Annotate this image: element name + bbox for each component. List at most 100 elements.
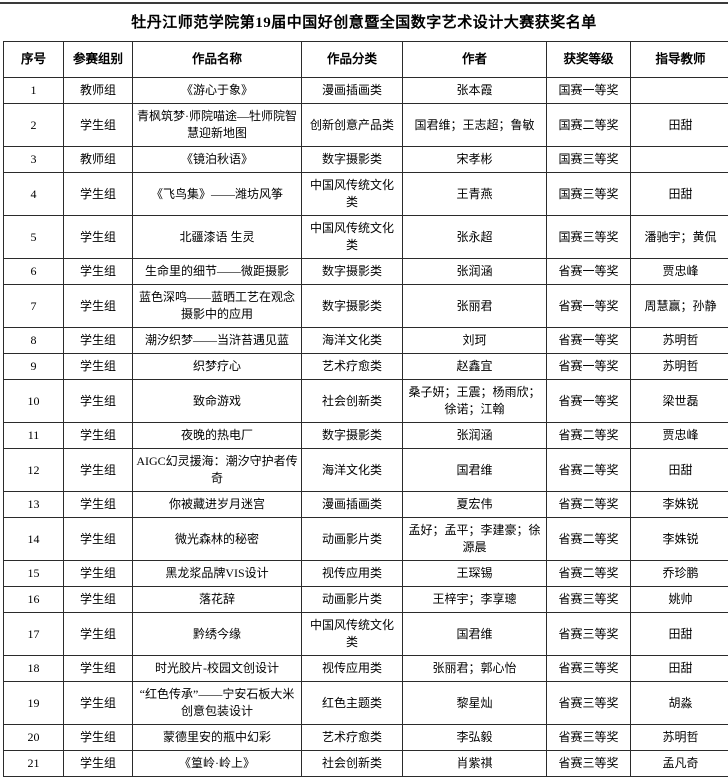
cell-no: 16 [3, 586, 64, 613]
cell-award: 省赛一等奖 [546, 258, 631, 285]
cell-no: 3 [3, 146, 64, 173]
top-divider [0, 2, 728, 4]
table-row: 13 学生组 你被藏进岁月迷宫 漫画插画类 夏宏伟 省赛二等奖 李姝锐 [3, 491, 728, 518]
cell-category: 海洋文化类 [301, 327, 403, 354]
cell-advisor: 苏明哲 [630, 724, 728, 751]
cell-group: 学生组 [63, 586, 133, 613]
cell-advisor: 贾忠峰 [630, 422, 728, 449]
cell-category: 中国风传统文化类 [301, 172, 403, 216]
cell-no: 11 [3, 422, 64, 449]
cell-group: 学生组 [63, 724, 133, 751]
cell-group: 学生组 [63, 379, 133, 423]
cell-group: 学生组 [63, 681, 133, 725]
cell-authors: 张丽君 [402, 284, 547, 328]
cell-authors: 夏宏伟 [402, 491, 547, 518]
table-row: 2 学生组 青枫筑梦·师院喵途—牡师院智慧迎新地图 创新创意产品类 国君维；王志超；鲁敏… [3, 103, 728, 147]
cell-authors: 孟好；孟平；李建豪；徐源晨 [402, 517, 547, 561]
cell-group: 学生组 [63, 258, 133, 285]
column-header-award: 获奖等级 [546, 41, 631, 78]
cell-award: 省赛二等奖 [546, 491, 631, 518]
cell-award: 省赛三等奖 [546, 655, 631, 682]
cell-group: 学生组 [63, 612, 133, 656]
cell-group: 学生组 [63, 560, 133, 587]
cell-category: 漫画插画类 [301, 77, 403, 104]
cell-award: 国赛三等奖 [546, 146, 631, 173]
cell-work: 潮汐织梦——当浒苔遇见蓝 [132, 327, 302, 354]
cell-group: 教师组 [63, 77, 133, 104]
table-row: 19 学生组 “红色传承”——宁安石板大米创意包装设计 红色主题类 黎星灿 省赛三等奖 胡淼 [3, 681, 728, 725]
cell-award: 省赛二等奖 [546, 422, 631, 449]
cell-work: 微光森林的秘密 [132, 517, 302, 561]
cell-award: 省赛三等奖 [546, 612, 631, 656]
cell-advisor: 李姝锐 [630, 517, 728, 561]
cell-no: 8 [3, 327, 64, 354]
cell-work: 北疆漆语 生灵 [132, 215, 302, 259]
cell-no: 14 [3, 517, 64, 561]
table-row: 10 学生组 致命游戏 社会创新类 桑子妍；王震；杨雨欣；徐诺；江翰 省赛一等奖 梁世磊 [3, 379, 728, 423]
cell-authors: 国君维；王志超；鲁敏 [402, 103, 547, 147]
cell-no: 2 [3, 103, 64, 147]
cell-advisor: 潘驰宇；黄侃 [630, 215, 728, 259]
table-row: 4 学生组 《飞鸟集》——潍坊风筝 中国风传统文化类 王青燕 国赛三等奖 田甜 [3, 172, 728, 216]
cell-authors: 肖紫祺 [402, 750, 547, 777]
cell-no: 5 [3, 215, 64, 259]
cell-no: 12 [3, 448, 64, 492]
cell-work: 《镜泊秋语》 [132, 146, 302, 173]
cell-no: 9 [3, 353, 64, 380]
cell-authors: 李弘毅 [402, 724, 547, 751]
cell-authors: 张丽君；郭心怡 [402, 655, 547, 682]
cell-group: 学生组 [63, 448, 133, 492]
cell-category: 艺术疗愈类 [301, 353, 403, 380]
cell-no: 18 [3, 655, 64, 682]
cell-work: 《篁岭·岭上》 [132, 750, 302, 777]
cell-award: 省赛一等奖 [546, 327, 631, 354]
cell-group: 学生组 [63, 327, 133, 354]
cell-group: 学生组 [63, 215, 133, 259]
table-row: 5 学生组 北疆漆语 生灵 中国风传统文化类 张永超 国赛三等奖 潘驰宇；黄侃 [3, 215, 728, 259]
cell-no: 15 [3, 560, 64, 587]
table-row: 1 教师组 《游心于象》 漫画插画类 张本霞 国赛一等奖 [3, 77, 728, 104]
table-row: 9 学生组 织梦疗心 艺术疗愈类 赵鑫宜 省赛一等奖 苏明哲 [3, 353, 728, 380]
cell-authors: 王梓宇；李享璁 [402, 586, 547, 613]
page-title: 牡丹江师范学院第19届中国好创意暨全国数字艺术设计大赛获奖名单 [131, 15, 597, 31]
table-row: 8 学生组 潮汐织梦——当浒苔遇见蓝 海洋文化类 刘珂 省赛一等奖 苏明哲 [3, 327, 728, 354]
cell-category: 社会创新类 [301, 379, 403, 423]
cell-category: 数字摄影类 [301, 284, 403, 328]
header-row: 序号 参赛组别 作品名称 作品分类 作者 获奖等级 指导教师 [3, 41, 728, 78]
cell-no: 19 [3, 681, 64, 725]
cell-category: 视传应用类 [301, 655, 403, 682]
cell-advisor: 田甜 [630, 612, 728, 656]
cell-authors: 赵鑫宜 [402, 353, 547, 380]
cell-work: 蒙德里安的瓶中幻彩 [132, 724, 302, 751]
cell-work: 蓝色深鸣——蓝晒工艺在观念摄影中的应用 [132, 284, 302, 328]
table-row: 20 学生组 蒙德里安的瓶中幻彩 艺术疗愈类 李弘毅 省赛三等奖 苏明哲 [3, 724, 728, 751]
cell-award: 省赛二等奖 [546, 517, 631, 561]
cell-award: 国赛三等奖 [546, 215, 631, 259]
table-row: 6 学生组 生命里的细节——微距摄影 数字摄影类 张润涵 省赛一等奖 贾忠峰 [3, 258, 728, 285]
cell-no: 20 [3, 724, 64, 751]
cell-work: AIGC幻灵援海：潮汐守护者传奇 [132, 448, 302, 492]
cell-authors: 张本霞 [402, 77, 547, 104]
cell-advisor: 田甜 [630, 172, 728, 216]
column-header-work: 作品名称 [132, 41, 302, 78]
awards-table: 序号 参赛组别 作品名称 作品分类 作者 获奖等级 指导教师 1 教师组 《游心于象》 漫画插画类… [3, 41, 728, 777]
cell-award: 省赛三等奖 [546, 681, 631, 725]
cell-authors: 国君维 [402, 448, 547, 492]
cell-work: 夜晚的热电厂 [132, 422, 302, 449]
column-header-authors: 作者 [402, 41, 547, 78]
table-row: 15 学生组 黑龙浆品牌VIS设计 视传应用类 王琛锡 省赛二等奖 乔珍鹏 [3, 560, 728, 587]
column-header-advisor: 指导教师 [630, 41, 728, 78]
cell-award: 省赛一等奖 [546, 353, 631, 380]
cell-group: 学生组 [63, 172, 133, 216]
cell-advisor: 梁世磊 [630, 379, 728, 423]
table-row: 12 学生组 AIGC幻灵援海：潮汐守护者传奇 海洋文化类 国君维 省赛二等奖 田甜 [3, 448, 728, 492]
cell-award: 省赛二等奖 [546, 560, 631, 587]
cell-advisor: 苏明哲 [630, 327, 728, 354]
cell-work: 致命游戏 [132, 379, 302, 423]
cell-award: 省赛一等奖 [546, 379, 631, 423]
cell-advisor: 姚帅 [630, 586, 728, 613]
cell-authors: 张永超 [402, 215, 547, 259]
cell-advisor: 孟凡奇 [630, 750, 728, 777]
cell-advisor [630, 77, 728, 104]
cell-category: 视传应用类 [301, 560, 403, 587]
